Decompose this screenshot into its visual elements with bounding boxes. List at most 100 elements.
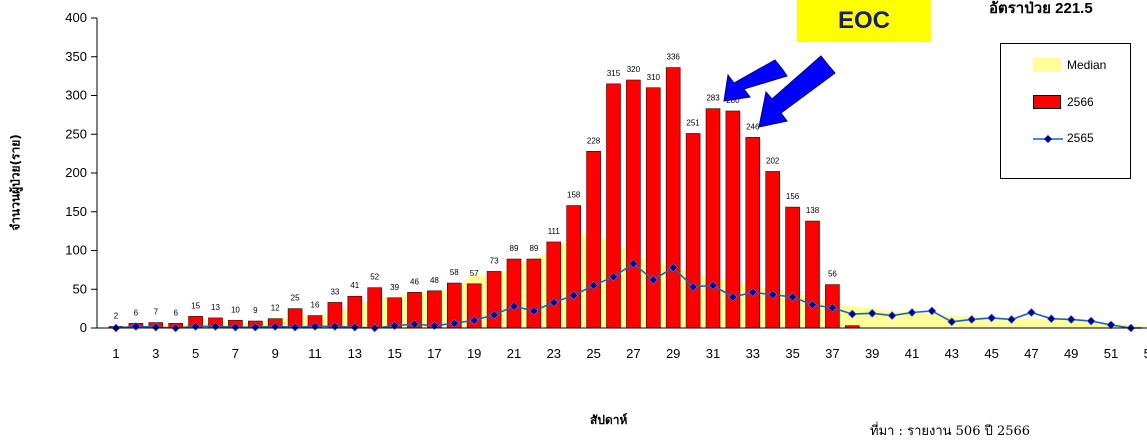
x-tick-label: 23	[547, 346, 561, 361]
bar-2566	[527, 259, 541, 328]
data-label: 6	[134, 308, 139, 317]
x-tick-label: 21	[507, 346, 521, 361]
bar-2566	[686, 133, 700, 328]
bar-2566	[547, 242, 561, 328]
data-label: 58	[450, 268, 459, 277]
data-label: 315	[607, 69, 621, 78]
x-tick-label: 43	[945, 346, 959, 361]
bar-2566	[607, 84, 621, 328]
data-label: 48	[430, 276, 439, 285]
data-label: 251	[686, 118, 700, 127]
x-tick-label: 39	[865, 346, 879, 361]
x-tick-label: 47	[1024, 346, 1038, 361]
data-label: 33	[330, 287, 339, 296]
data-label: 57	[470, 269, 479, 278]
point-2565	[928, 307, 936, 315]
bar-2566	[806, 221, 820, 328]
data-label: 138	[806, 206, 820, 215]
bar-2566	[706, 109, 720, 328]
x-tick-label: 29	[666, 346, 680, 361]
data-label: 228	[587, 136, 601, 145]
y-tick-label: 200	[65, 165, 87, 180]
data-label: 89	[529, 244, 538, 253]
data-label: 156	[786, 192, 800, 201]
bar-2566	[567, 206, 581, 328]
data-label: 73	[490, 256, 499, 265]
point-2565	[1027, 309, 1035, 317]
data-label: 283	[706, 94, 720, 103]
data-label: 12	[271, 304, 280, 313]
y-tick-label: 150	[65, 204, 87, 219]
eoc-label: EOC	[797, 0, 931, 42]
data-label: 16	[311, 301, 320, 310]
bar-2566	[507, 259, 521, 328]
data-label: 111	[548, 227, 561, 236]
legend-label-median: Median	[1067, 58, 1106, 72]
data-label: 6	[173, 308, 178, 317]
data-label: 7	[154, 308, 159, 317]
legend-label-2566: 2566	[1067, 95, 1094, 109]
x-tick-label: 7	[232, 346, 239, 361]
x-tick-label: 11	[308, 346, 322, 361]
legend-item-2565: 2565	[1001, 127, 1132, 151]
y-tick-label: 0	[80, 320, 87, 335]
x-tick-label: 1	[112, 346, 119, 361]
data-label: 158	[567, 191, 581, 200]
x-tick-label: 9	[272, 346, 279, 361]
bar-2566	[666, 68, 680, 328]
y-axis-label: จำนวนผู้ป่วย(ราย)	[7, 93, 26, 273]
x-tick-label: 27	[626, 346, 640, 361]
x-tick-label: 15	[387, 346, 401, 361]
data-label: 202	[766, 156, 780, 165]
legend-swatch-median	[1033, 58, 1061, 72]
x-axis-label: สัปดาห์	[590, 411, 627, 430]
data-label: 9	[253, 306, 258, 315]
x-tick-label: 13	[348, 346, 362, 361]
bar-2566	[626, 80, 640, 328]
x-tick-label: 25	[586, 346, 600, 361]
x-tick-label: 5	[192, 346, 199, 361]
x-tick-label: 3	[152, 346, 159, 361]
legend-label-2565: 2565	[1067, 131, 1094, 145]
x-tick-label: 17	[427, 346, 441, 361]
data-label: 56	[828, 270, 837, 279]
data-label: 46	[410, 277, 419, 286]
eoc-arrows	[724, 56, 835, 127]
legend-item-2566: 2566	[1001, 91, 1132, 115]
x-tick-label: 53	[1144, 346, 1147, 361]
bar-2566	[786, 207, 800, 328]
rate-text: อัตราป่วย 221.5	[989, 0, 1093, 20]
x-tick-label: 35	[785, 346, 799, 361]
data-label: 89	[510, 244, 519, 253]
y-tick-label: 350	[65, 49, 87, 64]
legend: Median 2566 2565	[1000, 43, 1131, 179]
y-tick-label: 300	[65, 88, 87, 103]
data-label: 10	[231, 305, 240, 314]
x-tick-label: 51	[1104, 346, 1118, 361]
y-tick-label: 100	[65, 243, 87, 258]
data-label: 2	[114, 311, 119, 320]
bar-2566	[587, 151, 601, 328]
y-tick-label: 250	[65, 126, 87, 141]
legend-swatch-2566	[1033, 95, 1061, 109]
x-tick-label: 45	[984, 346, 998, 361]
bar-2566	[746, 137, 760, 328]
x-tick-label: 49	[1064, 346, 1078, 361]
data-label: 336	[667, 53, 681, 62]
data-label: 39	[390, 283, 399, 292]
data-label: 246	[746, 122, 760, 131]
legend-item-median: Median	[1001, 54, 1132, 78]
data-label: 25	[291, 294, 300, 303]
x-tick-label: 33	[746, 346, 760, 361]
data-label: 320	[627, 65, 641, 74]
y-tick-label: 50	[73, 281, 87, 296]
data-label: 52	[370, 273, 379, 282]
data-label: 13	[211, 303, 220, 312]
x-tick-label: 19	[467, 346, 481, 361]
x-tick-label: 37	[825, 346, 839, 361]
legend-swatch-2565	[1031, 131, 1065, 147]
x-tick-label: 31	[706, 346, 720, 361]
bar-2566	[646, 88, 660, 328]
data-label: 310	[647, 73, 661, 82]
